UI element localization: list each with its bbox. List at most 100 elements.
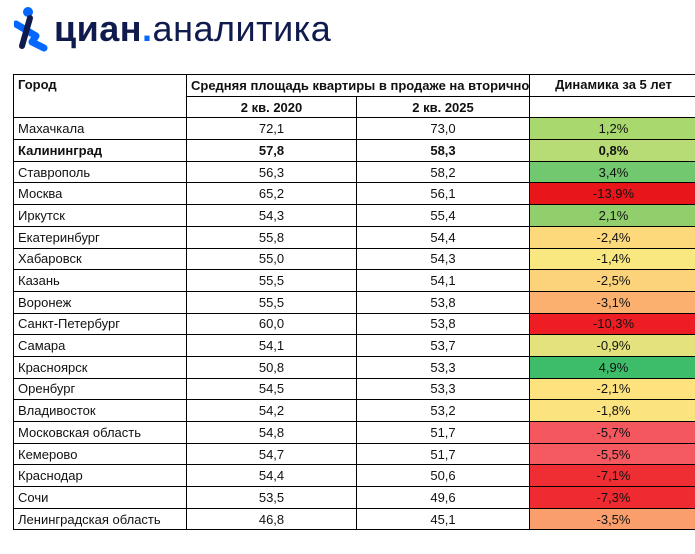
area-2020-cell: 60,0	[186, 312, 357, 336]
area-2020-cell: 54,3	[186, 204, 357, 227]
city-cell: Махачкала	[13, 117, 187, 141]
table-row: Санкт-Петербург 60,0 53,8 -10,3%	[13, 312, 695, 336]
area-2020-cell: 65,2	[186, 182, 357, 206]
area-2020-cell: 50,8	[186, 355, 357, 379]
city-cell: Краснодар	[13, 464, 187, 488]
city-cell: Оренбург	[13, 377, 187, 401]
table-row: Самара 54,1 53,7 -0,9%	[13, 334, 695, 357]
area-2025-cell: 51,7	[356, 442, 530, 466]
area-2020-cell: 55,5	[186, 269, 357, 292]
table-row: Воронеж 55,5 53,8 -3,1%	[13, 290, 695, 314]
table-row: Екатеринбург 55,8 54,4 -2,4%	[13, 225, 695, 249]
area-2025-cell: 53,3	[356, 355, 530, 379]
city-cell: Владивосток	[13, 399, 187, 422]
dynamics-cell: -7,1%	[529, 464, 695, 488]
area-2025-cell: 50,6	[356, 464, 530, 488]
area-2025-cell: 58,3	[356, 139, 530, 162]
table-row: Москва 65,2 56,1 -13,9%	[13, 182, 695, 206]
header-year-2020: 2 кв. 2020	[186, 95, 357, 119]
city-cell: Воронеж	[13, 290, 187, 314]
city-cell: Екатеринбург	[13, 225, 187, 249]
table-row: Краснодар 54,4 50,6 -7,1%	[13, 464, 695, 488]
logo-wordmark: циан.аналитика	[54, 6, 331, 52]
city-cell: Ставрополь	[13, 160, 187, 184]
cian-analytics-logo: циан.аналитика	[14, 6, 331, 52]
area-2025-cell: 73,0	[356, 117, 530, 141]
dynamics-cell: -5,5%	[529, 442, 695, 466]
table-row: Кемерово 54,7 51,7 -5,5%	[13, 442, 695, 466]
table-row: Иркутск 54,3 55,4 2,1%	[13, 204, 695, 227]
header-year-2025: 2 кв. 2025	[356, 95, 530, 119]
area-2025-cell: 53,8	[356, 312, 530, 336]
table-header-row: Город Средняя площадь квартиры в продаже…	[13, 73, 695, 119]
dynamics-cell: -3,5%	[529, 507, 695, 531]
table-row: Московская область 54,8 51,7 -5,7%	[13, 421, 695, 444]
header-dynamics: Динамика за 5 лет	[529, 74, 695, 97]
dynamics-cell: 2,1%	[529, 204, 695, 227]
area-2020-cell: 54,8	[186, 421, 357, 444]
table-row: Казань 55,5 54,1 -2,5%	[13, 269, 695, 292]
dynamics-cell: -2,1%	[529, 377, 695, 401]
area-2025-cell: 53,2	[356, 399, 530, 422]
table-row: Владивосток 54,2 53,2 -1,8%	[13, 399, 695, 422]
dynamics-cell: 1,2%	[529, 117, 695, 141]
area-2025-cell: 55,4	[356, 204, 530, 227]
area-2020-cell: 57,8	[186, 139, 357, 162]
table-row: Оренбург 54,5 53,3 -2,1%	[13, 377, 695, 401]
area-2025-cell: 54,4	[356, 225, 530, 249]
area-2020-cell: 53,5	[186, 486, 357, 509]
dynamics-cell: -5,7%	[529, 421, 695, 444]
header-dynamics-continued	[529, 95, 695, 119]
city-cell: Хабаровск	[13, 247, 187, 271]
city-cell: Иркутск	[13, 204, 187, 227]
table-row: Калининград 57,8 58,3 0,8%	[13, 139, 695, 162]
dynamics-cell: -0,9%	[529, 334, 695, 357]
dynamics-cell: -13,9%	[529, 182, 695, 206]
area-2025-cell: 58,2	[356, 160, 530, 184]
area-2020-cell: 54,1	[186, 334, 357, 357]
dynamics-cell: -2,4%	[529, 225, 695, 249]
area-2025-cell: 51,7	[356, 421, 530, 444]
area-2025-cell: 49,6	[356, 486, 530, 509]
city-cell: Красноярск	[13, 355, 187, 379]
area-2020-cell: 54,5	[186, 377, 357, 401]
table-subheader-row: 2 кв. 2020 2 кв. 2025	[14, 95, 695, 119]
dynamics-cell: 3,4%	[529, 160, 695, 184]
table-body: Махачкала 72,1 73,0 1,2% Калининград 57,8 58,3…	[13, 117, 695, 531]
logo-subtitle: аналитика	[152, 8, 332, 49]
dynamics-cell: 0,8%	[529, 139, 695, 162]
dynamics-cell: -7,3%	[529, 486, 695, 509]
city-cell: Калининград	[13, 139, 187, 162]
dynamics-cell: -1,8%	[529, 399, 695, 422]
area-2025-cell: 54,1	[356, 269, 530, 292]
city-cell: Сочи	[13, 486, 187, 509]
area-2020-cell: 55,8	[186, 225, 357, 249]
area-2020-cell: 54,7	[186, 442, 357, 466]
dynamics-cell: -1,4%	[529, 247, 695, 271]
area-2020-cell: 55,0	[186, 247, 357, 271]
city-cell: Самара	[13, 334, 187, 357]
table-row: Красноярск 50,8 53,3 4,9%	[13, 355, 695, 379]
area-2025-cell: 53,7	[356, 334, 530, 357]
area-2020-cell: 56,3	[186, 160, 357, 184]
logo-dot: .	[142, 8, 153, 49]
cian-person-logo-icon	[14, 7, 48, 52]
area-2025-cell: 53,3	[356, 377, 530, 401]
city-cell: Санкт-Петербург	[13, 312, 187, 336]
apartment-area-table: Город Средняя площадь квартиры в продаже…	[13, 73, 695, 531]
area-2025-cell: 56,1	[356, 182, 530, 206]
area-2025-cell: 45,1	[356, 507, 530, 531]
dynamics-cell: -3,1%	[529, 290, 695, 314]
city-cell: Московская область	[13, 421, 187, 444]
dynamics-cell: -2,5%	[529, 269, 695, 292]
city-cell: Москва	[13, 182, 187, 206]
area-2020-cell: 55,5	[186, 290, 357, 314]
dynamics-cell: -10,3%	[529, 312, 695, 336]
area-2025-cell: 54,3	[356, 247, 530, 271]
header-average-area: Средняя площадь квартиры в продаже на вт…	[186, 74, 530, 97]
logo-brand: циан	[54, 8, 143, 49]
area-2025-cell: 53,8	[356, 290, 530, 314]
city-cell: Казань	[13, 269, 187, 292]
area-2020-cell: 54,2	[186, 399, 357, 422]
table-row: Сочи 53,5 49,6 -7,3%	[13, 486, 695, 509]
